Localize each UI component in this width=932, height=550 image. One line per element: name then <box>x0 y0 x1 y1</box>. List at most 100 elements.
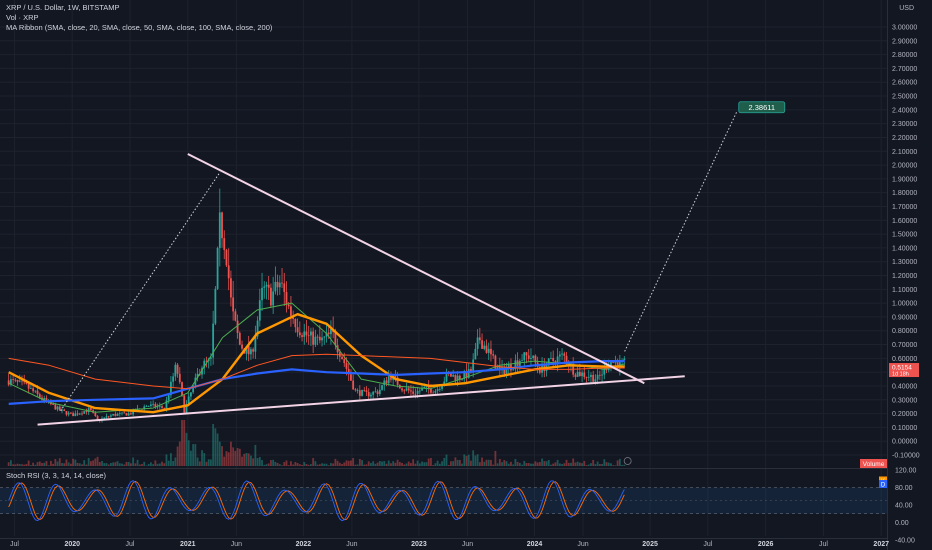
candle-body <box>521 360 523 362</box>
candle-body <box>145 406 148 407</box>
volume-bar <box>603 459 606 466</box>
volume-bar <box>207 459 210 466</box>
last-price-badge <box>889 363 919 378</box>
candle-body <box>261 287 263 301</box>
volume-bar <box>12 464 15 466</box>
time-tick-label: Jul <box>10 541 19 548</box>
volume-bar <box>447 464 450 466</box>
volume-bar <box>114 462 117 466</box>
candle-body <box>454 375 457 381</box>
candle-body <box>78 413 81 415</box>
volume-bar <box>556 459 559 466</box>
volume-bar <box>587 464 590 466</box>
candle-body <box>423 386 426 389</box>
price-tick-label: 3.00000 <box>892 25 917 32</box>
candle-body <box>165 400 168 409</box>
candle-body <box>156 406 159 408</box>
candle-body <box>123 412 126 414</box>
symbol-legend[interactable]: XRP / U.S. Dollar, 1W, BITSTAMP <box>6 3 120 12</box>
rsi-legend[interactable]: Stoch RSI (3, 3, 14, 14, close) <box>6 471 107 480</box>
volume-legend[interactable]: Vol · XRP <box>6 13 39 22</box>
candle-body <box>347 368 350 375</box>
volume-bar <box>552 463 555 466</box>
volume-bar <box>227 452 230 466</box>
candle-body <box>196 373 199 378</box>
volume-bar <box>567 462 570 466</box>
volume-bar <box>574 462 577 466</box>
candle-body <box>56 406 59 410</box>
volume-bar <box>67 462 70 466</box>
volume-bar <box>110 463 112 466</box>
candle-body <box>321 337 323 341</box>
volume-bar <box>58 458 61 466</box>
volume-bar <box>65 459 68 466</box>
volume-bar <box>356 464 359 466</box>
price-axis[interactable]: 3.00000 2.90000 2.80000 2.70000 2.60000 2.500… <box>879 0 932 550</box>
candle-body <box>461 379 463 380</box>
candle-body <box>214 288 217 324</box>
volume-bar <box>430 458 432 466</box>
ma-legend[interactable]: MA Ribbon (SMA, close, 20, SMA, close, 5… <box>6 23 273 32</box>
price-tick-label: 0.10000 <box>892 425 917 432</box>
volume-bar <box>298 464 301 466</box>
candle-body <box>361 390 363 396</box>
projection-line <box>60 171 221 412</box>
rsi-band <box>0 487 887 514</box>
volume-bar <box>412 459 415 466</box>
volume-bar <box>458 459 461 466</box>
volume-bar <box>401 462 403 466</box>
last-price-countdown: 1d 18h <box>892 372 909 378</box>
volume-bar <box>54 458 57 466</box>
volume-bar <box>163 463 166 466</box>
volume-bar <box>221 446 223 466</box>
volume-bar <box>498 458 501 466</box>
volume-bar <box>218 441 221 466</box>
volume-bar <box>21 464 23 466</box>
volume-bar <box>225 451 228 466</box>
volume-bar <box>214 428 217 466</box>
volume-bar <box>343 462 346 466</box>
candle-body <box>492 354 495 356</box>
volume-bar <box>325 463 328 466</box>
candle-body <box>456 375 459 381</box>
volume-bar <box>612 465 615 466</box>
volume-bar <box>610 463 612 466</box>
price-tick-label: 2.80000 <box>892 52 917 59</box>
alert-icon <box>623 457 632 465</box>
volume-bar <box>112 462 115 466</box>
candle-body <box>285 292 288 305</box>
volume-bar <box>494 450 497 466</box>
time-axis[interactable]: Jul 2020 Jul 2021 Jun 2022 Jun 2023 Jun 2024 Jun 20… <box>10 541 889 548</box>
candle-body <box>485 345 488 353</box>
candle-body <box>283 283 286 293</box>
volume-bar <box>338 462 341 466</box>
candle-body <box>218 212 221 248</box>
volume-bar <box>283 462 286 466</box>
volume-bar <box>605 462 608 466</box>
candle-body <box>278 282 281 288</box>
candle-body <box>601 374 603 376</box>
candle-body <box>298 332 301 336</box>
volume-bar <box>94 458 97 466</box>
candle-body <box>252 349 255 352</box>
candle-body <box>250 349 252 355</box>
volume-bar <box>256 458 259 466</box>
volume-bar <box>334 458 337 466</box>
volume-bar <box>234 450 237 466</box>
candle-body <box>96 416 99 420</box>
volume-bar <box>85 464 88 466</box>
price-tick-label: 1.80000 <box>892 190 917 197</box>
volume-bar <box>56 461 59 466</box>
volume-bar <box>512 464 515 466</box>
volume-bar <box>147 463 150 466</box>
volume-bar <box>601 464 603 466</box>
candle-body <box>323 336 326 338</box>
volume-bar <box>263 464 266 466</box>
volume-bar <box>212 423 215 466</box>
candle-body <box>610 362 612 367</box>
volume-bar <box>187 440 190 466</box>
volume-bar <box>165 454 168 466</box>
candle-body <box>238 332 241 345</box>
